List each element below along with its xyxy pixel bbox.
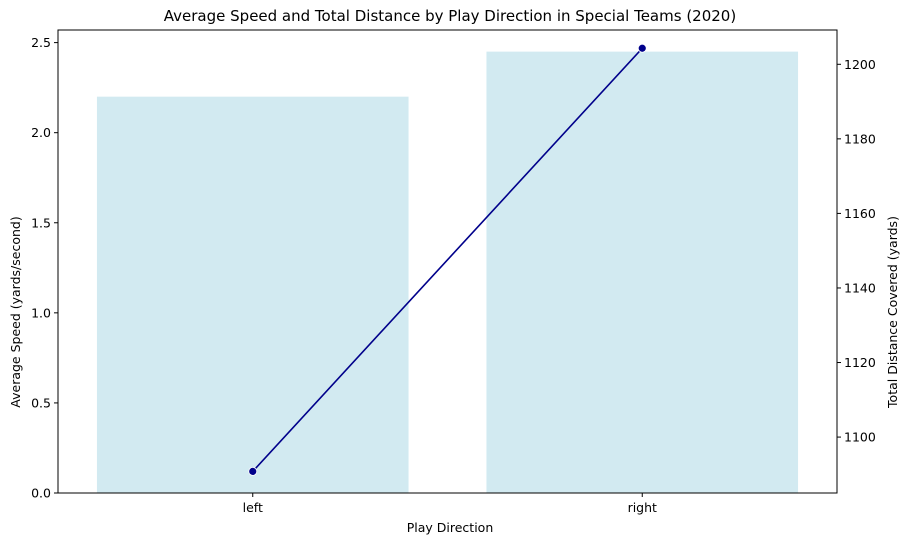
y2-axis-label: Total Distance Covered (yards)	[885, 216, 900, 409]
y-tick-label: 1.0	[31, 305, 51, 320]
bar	[96, 96, 409, 493]
plot-frame	[57, 29, 838, 494]
x-axis: left right	[243, 493, 657, 515]
y-axis-right: 1100 1120 1140 1160 1180 1200	[837, 57, 876, 445]
y2-tick-label: 1200	[844, 57, 876, 72]
y2-tick-label: 1120	[844, 355, 876, 370]
series-line	[252, 47, 643, 472]
y-tick-label: 2.5	[31, 35, 51, 50]
y2-tick-label: 1180	[844, 131, 876, 146]
y-tick-label: 0.0	[31, 486, 51, 501]
y-tick-label: 2.0	[31, 125, 51, 140]
line-group	[248, 43, 647, 476]
bar-group	[96, 51, 799, 493]
y2-tick-label: 1160	[844, 206, 876, 221]
line-point	[248, 466, 258, 476]
y-tick-label: 0.5	[31, 395, 51, 410]
line-point	[637, 43, 647, 53]
x-tick-label: right	[628, 500, 657, 515]
y2-tick-label: 1140	[844, 280, 876, 295]
bar	[486, 51, 799, 493]
y2-tick-label: 1100	[844, 430, 876, 445]
chart-title: Average Speed and Total Distance by Play…	[164, 7, 736, 25]
y-tick-label: 1.5	[31, 215, 51, 230]
x-axis-label: Play Direction	[407, 520, 494, 535]
x-tick-label: left	[243, 500, 263, 515]
y-axis-label: Average Speed (yards/second)	[8, 216, 23, 407]
y-axis-left: 0.0 0.5 1.0 1.5 2.0 2.5	[31, 35, 58, 501]
